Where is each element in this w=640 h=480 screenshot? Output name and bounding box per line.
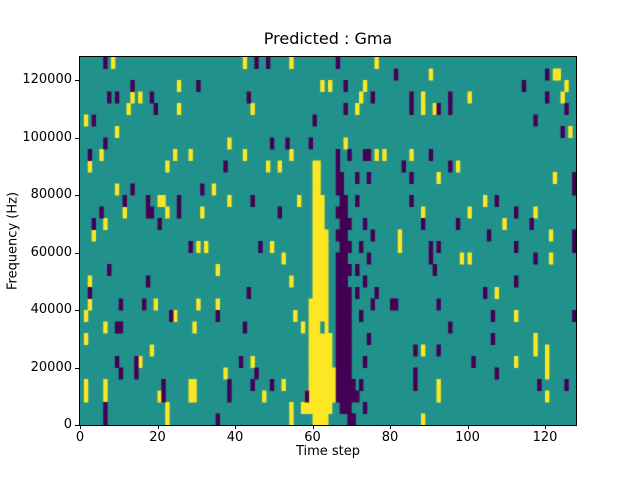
x-tick-label: 20 bbox=[149, 430, 166, 445]
x-tick-mark bbox=[312, 425, 314, 429]
y-axis-label: Frequency (Hz) bbox=[5, 191, 21, 291]
y-tick-mark bbox=[75, 310, 79, 311]
x-tick-mark bbox=[467, 425, 469, 429]
y-tick-label: 40000 bbox=[30, 302, 72, 317]
y-tick-mark bbox=[75, 137, 79, 139]
x-tick-mark bbox=[80, 425, 81, 429]
y-tick-label: 60000 bbox=[30, 244, 72, 260]
y-tick-label: 120000 bbox=[22, 72, 72, 87]
y-tick-mark bbox=[75, 252, 79, 254]
y-tick-mark bbox=[75, 80, 79, 81]
x-tick-mark bbox=[545, 425, 546, 429]
y-tick-label: 80000 bbox=[30, 187, 72, 202]
x-axis-label: Time step bbox=[295, 444, 361, 459]
x-tick-label: 100 bbox=[455, 430, 480, 445]
y-tick-mark bbox=[75, 367, 79, 369]
chart-title: Predicted : Gma bbox=[263, 29, 393, 48]
x-tick-mark bbox=[157, 425, 159, 429]
x-tick-mark bbox=[235, 425, 236, 429]
y-tick-mark bbox=[75, 195, 79, 196]
y-tick-label: 20000 bbox=[30, 359, 72, 375]
y-tick-mark bbox=[75, 425, 79, 426]
x-tick-label: 120 bbox=[532, 430, 558, 445]
x-tick-label: 40 bbox=[226, 430, 244, 445]
x-tick-label: 80 bbox=[381, 430, 399, 445]
y-tick-label: 100000 bbox=[22, 129, 72, 145]
plot-area bbox=[79, 56, 577, 426]
x-tick-label: 60 bbox=[304, 430, 321, 445]
heatmap-canvas bbox=[80, 57, 576, 425]
x-tick-label: 0 bbox=[75, 430, 85, 445]
y-tick-label: 0 bbox=[63, 417, 72, 432]
x-tick-mark bbox=[390, 425, 391, 429]
